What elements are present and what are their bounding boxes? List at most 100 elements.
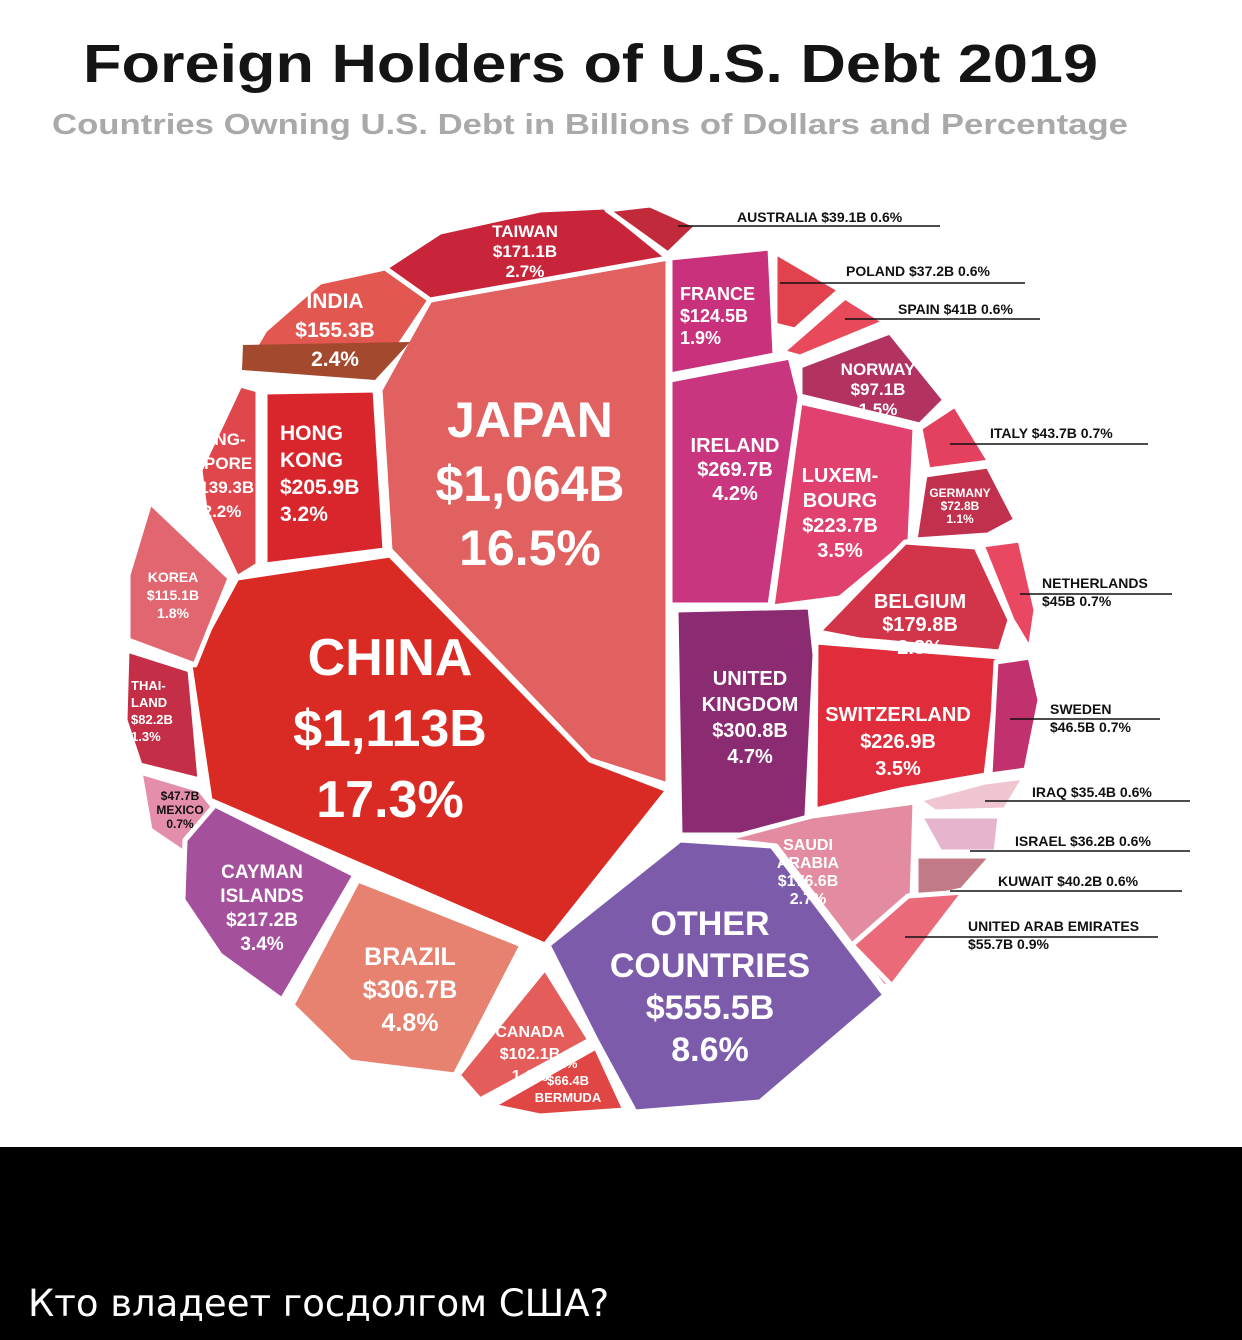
cell-italy (917, 402, 993, 473)
label-canada: 1.6% (512, 1068, 548, 1085)
label-germany: GERMANY (929, 486, 990, 500)
cell-other-countries (545, 837, 888, 1115)
label-cayman-islands: 3.4% (240, 934, 283, 955)
label-china: 17.3% (316, 771, 463, 829)
label-iraq: IRAQ $35.4B 0.6% (1032, 784, 1152, 800)
cell-germany (912, 463, 1019, 543)
label-other-countries: COUNTRIES (610, 947, 810, 985)
label-india: $155.3B (295, 319, 374, 342)
label-cayman-islands: CAYMAN (221, 862, 303, 883)
label-hong-kong: HONG (280, 422, 343, 445)
label-china: $1,113B (293, 700, 487, 758)
cell-thailand (122, 647, 203, 783)
label-ireland: 4.2% (712, 483, 758, 505)
label-bermuda: 1% (559, 1056, 578, 1071)
cell-hong-kong (262, 387, 388, 568)
label-belgium: 2.8% (897, 637, 943, 659)
label-thailand: THAI- (131, 678, 166, 693)
label-france: $124.5B (680, 306, 748, 326)
label-mexico: $47.7B (161, 789, 200, 803)
label-other-countries: $555.5B (646, 989, 775, 1027)
label-singapore: SING- (198, 430, 245, 449)
label-brazil: BRAZIL (364, 943, 456, 971)
label-thailand: LAND (131, 695, 167, 710)
caption-text: Кто владеет госдолгом США? (28, 1282, 610, 1325)
label-france: FRANCE (680, 284, 755, 304)
label-canada: $102.1B (500, 1046, 561, 1063)
cell-singapore (197, 382, 261, 581)
cell-france (667, 245, 778, 378)
label-netherlands: NETHERLANDS (1042, 575, 1148, 591)
label-japan: $1,064B (435, 456, 624, 512)
label-thailand: 1.3% (131, 729, 161, 744)
label-singapore: $139.3B (190, 478, 254, 497)
chart-subtitle: Countries Owning U.S. Debt in Billions o… (52, 109, 1128, 141)
voronoi-treemap-chart: Foreign Holders of U.S. Debt 2019 Countr… (52, 34, 1190, 1119)
label-italy: ITALY $43.7B 0.7% (990, 425, 1113, 441)
label-brazil: 4.8% (382, 1009, 439, 1037)
label-norway: $97.1B (851, 380, 906, 399)
label-taiwan: $171.1B (493, 242, 557, 261)
label-switzerland: $226.9B (860, 731, 936, 753)
label-saudi-arabia: SAUDI (783, 837, 833, 854)
cell-spain (779, 294, 888, 360)
label-korea: 1.8% (157, 605, 189, 621)
label-luxembourg: BOURG (803, 490, 877, 512)
label-switzerland: 3.5% (875, 758, 921, 780)
label-hong-kong: KONG (280, 449, 343, 472)
cell-canada (455, 965, 593, 1103)
cell-cayman-islands (180, 802, 358, 1003)
caption-bar (0, 1147, 1242, 1340)
cell-bermuda (489, 1044, 628, 1119)
label-hong-kong: 3.2% (280, 503, 328, 526)
label-ireland: IRELAND (691, 435, 780, 457)
label-united-kingdom: $300.8B (712, 720, 788, 742)
callout-lines-layer (678, 225, 1190, 938)
label-china: CHINA (308, 629, 473, 687)
cell-brazil (289, 877, 525, 1078)
label-switzerland: SWITZERLAND (825, 704, 971, 726)
label-united-kingdom: 4.7% (727, 746, 773, 768)
label-luxembourg: $223.7B (802, 515, 878, 537)
cell-united-arab-emirates (849, 889, 967, 989)
cell-poland (772, 249, 843, 333)
cell-india-band (242, 342, 410, 380)
cells-layer (122, 202, 1043, 1119)
label-saudi-arabia: $176.6B (778, 873, 839, 890)
label-germany: 1.1% (946, 512, 974, 526)
label-germany: $72.8B (941, 499, 980, 513)
label-korea: KOREA (148, 569, 199, 585)
label-united-arab-emirates: UNITED ARAB EMIRATES (968, 918, 1139, 934)
cell-netherlands (979, 537, 1039, 653)
label-korea: $115.1B (147, 587, 199, 603)
label-singapore: APORE (192, 454, 252, 473)
label-norway: NORWAY (841, 360, 916, 379)
label-france: 1.9% (680, 328, 721, 348)
chart-title: Foreign Holders of U.S. Debt 2019 (83, 34, 1098, 94)
cell-iraq (915, 774, 1028, 815)
label-cayman-islands: ISLANDS (220, 886, 303, 907)
label-belgium: $179.8B (882, 614, 958, 636)
label-other-countries: OTHER (651, 905, 770, 943)
label-israel: ISRAEL $36.2B 0.6% (1015, 833, 1151, 849)
label-luxembourg: LUXEM- (802, 465, 879, 487)
cell-china (187, 552, 671, 948)
label-luxembourg: 3.5% (817, 540, 863, 562)
cell-korea (125, 499, 233, 668)
label-other-countries: 8.6% (671, 1031, 749, 1069)
cell-sweden (987, 654, 1043, 778)
label-taiwan: 2.7% (506, 262, 545, 281)
label-india: INDIA (306, 290, 363, 313)
label-norway: 1.5% (859, 400, 898, 419)
label-sweden: $46.5B 0.7% (1050, 719, 1131, 735)
label-mexico: MEXICO (156, 803, 203, 817)
label-belgium: BELGIUM (874, 591, 966, 613)
label-kuwait: KUWAIT $40.2B 0.6% (998, 873, 1139, 889)
label-sweden: SWEDEN (1050, 701, 1111, 717)
label-bermuda: BERMUDA (535, 1090, 602, 1105)
label-taiwan: TAIWAN (492, 222, 558, 241)
label-canada: CANADA (495, 1024, 565, 1041)
label-mexico: 0.7% (166, 817, 194, 831)
label-united-kingdom: UNITED (713, 668, 787, 690)
cell-israel (917, 813, 1003, 855)
